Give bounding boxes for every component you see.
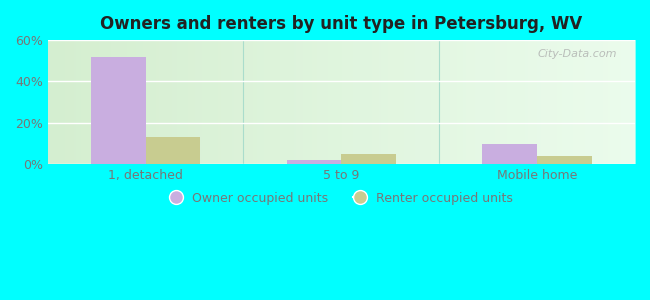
Bar (91, 57, 146, 164)
Text: City-Data.com: City-Data.com (538, 49, 617, 59)
Title: Owners and renters by unit type in Petersburg, WV: Owners and renters by unit type in Peter… (100, 15, 582, 33)
Legend: Owner occupied units, Renter occupied units: Owner occupied units, Renter occupied un… (165, 187, 518, 210)
Bar (341, 154, 396, 164)
Bar (146, 137, 200, 164)
Bar (482, 143, 537, 164)
Bar (537, 156, 592, 164)
Bar (287, 160, 341, 164)
